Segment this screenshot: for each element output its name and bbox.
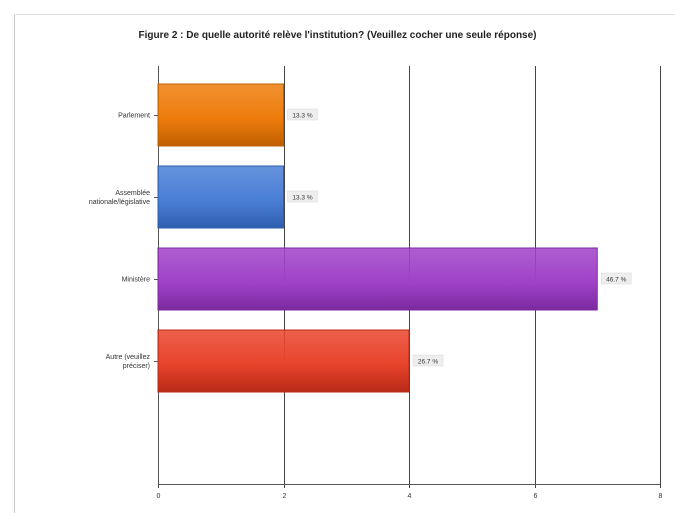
data-label: 26.7 % (418, 359, 438, 366)
x-tick-label: 0 (157, 493, 161, 500)
data-label-box (412, 354, 444, 367)
bar (157, 247, 598, 311)
x-tick-label: 2 (283, 493, 287, 500)
y-tick-label: Parlement (118, 113, 150, 120)
y-tick-label: Ministère (122, 277, 151, 284)
data-label-box (601, 272, 632, 285)
bar (157, 165, 284, 229)
y-tick-label: Autre (veuillez préciser) (106, 354, 151, 370)
data-label-box (287, 190, 318, 203)
data-label: 13.3 % (292, 113, 312, 120)
x-tick-label: 8 (659, 493, 663, 500)
x-tick-label: 4 (408, 493, 412, 500)
y-tick-label: Assemblée nationale/législative (89, 190, 150, 206)
frame-border-left (14, 14, 15, 513)
x-tick-label: 6 (534, 493, 538, 500)
bar (157, 329, 410, 393)
bar (157, 83, 284, 147)
data-label-box (287, 108, 318, 121)
chart-title: Figure 2 : De quelle autorité relève l'i… (138, 30, 537, 41)
data-label: 13.3 % (292, 195, 312, 202)
data-label: 46.7 % (606, 277, 626, 284)
frame-border-top (14, 14, 675, 15)
